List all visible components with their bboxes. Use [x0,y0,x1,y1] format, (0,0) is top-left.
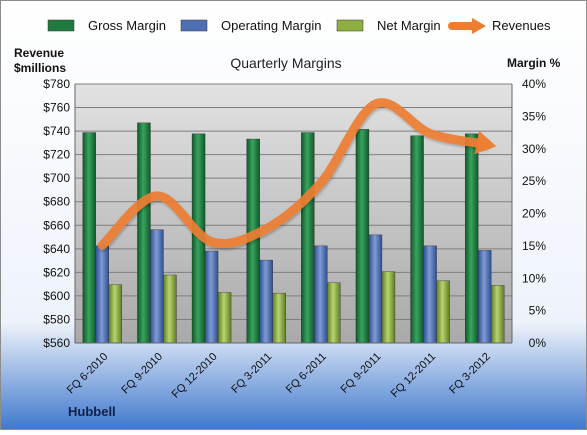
bar-net-margin [490,285,505,344]
bar-operating-margin [314,245,328,344]
bar-operating-margin [477,250,492,344]
bar-operating-margin [150,229,164,344]
bar-gross-margin [137,122,151,344]
left-tick-label: $620 [43,265,70,279]
bar-gross-margin [355,129,370,344]
legend-label: Net Margin [377,18,441,33]
bar-net-margin [381,271,396,344]
right-tick-label: 5% [529,304,547,318]
left-tick-label: $760 [43,101,70,115]
revenue-line [97,98,490,250]
bar-net-margin [436,280,450,344]
bar-net-margin [163,274,177,344]
chart-title: Quarterly Margins [230,55,341,71]
bar-operating-margin [368,234,383,344]
bar-gross-margin [410,135,424,344]
legend-label: Gross Margin [88,18,166,33]
footer-label: Hubbell [68,404,116,419]
left-tick-label: $600 [43,289,70,303]
bars [82,122,505,344]
legend-label: Operating Margin [221,18,321,33]
bar-gross-margin [82,132,97,344]
revenue-line-layer [97,98,497,250]
right-tick-label: 10% [522,271,546,285]
legend-swatch-revenues [448,18,486,34]
right-tick-label: 35% [522,109,546,123]
legend-swatch-operating-margin [180,19,208,32]
left-tick-label: $700 [43,171,70,185]
right-tick-label: 40% [522,77,546,91]
left-tick-label: $680 [43,195,70,209]
left-axis-label-line2: $millions [14,61,66,75]
right-tick-label: 25% [522,174,546,188]
bar-operating-margin [259,259,273,344]
left-tick-label: $640 [43,242,70,256]
bar-operating-margin [204,250,219,344]
left-tick-label: $780 [43,77,70,91]
bar-gross-margin [301,132,315,344]
left-tick-label: $720 [43,148,70,162]
left-tick-label: $580 [43,312,70,326]
bar-gross-margin [464,133,479,344]
right-tick-label: 20% [522,207,546,221]
right-tick-label: 30% [522,142,546,156]
legend-swatch-net-margin [336,19,364,32]
bar-operating-margin [423,245,437,344]
left-tick-label: $740 [43,124,70,138]
bar-net-margin [272,292,286,344]
legend-swatch-gross-margin [47,19,75,32]
right-axis-label: Margin % [507,56,561,70]
bar-operating-margin [95,245,110,344]
left-tick-label: $660 [43,218,70,232]
legend: Gross Margin Operating Margin Net Margin Re… [47,18,551,34]
legend-label: Revenues [492,18,551,33]
bar-net-margin [327,282,341,344]
left-tick-label: $560 [43,336,70,350]
right-tick-label: 0% [529,336,547,350]
right-tick-label: 15% [522,239,546,253]
bar-net-margin [108,284,123,344]
left-axis-label-line1: Revenue [14,46,64,60]
bar-net-margin [217,292,232,344]
revenue-arrowhead [474,130,497,155]
